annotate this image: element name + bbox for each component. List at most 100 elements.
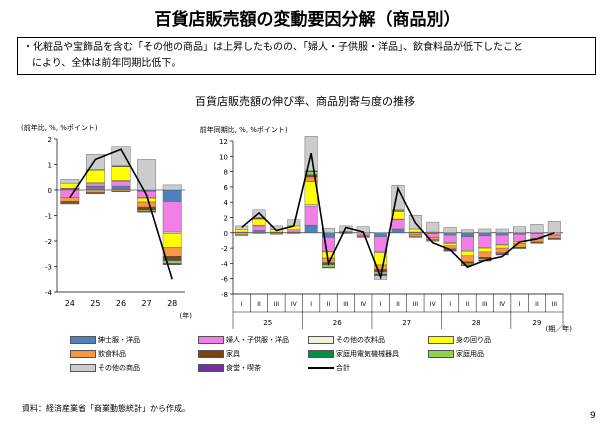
- legend-label: 家庭用電気機械器具: [336, 350, 399, 358]
- bar-segment: [287, 229, 301, 233]
- legend-label: 飲食料品: [98, 350, 126, 358]
- year-label: 28: [472, 319, 481, 327]
- bar-segment: [304, 205, 318, 226]
- bar-segment: [461, 236, 474, 251]
- legend-swatch: [70, 350, 96, 358]
- bar-segment: [426, 240, 440, 242]
- y-axis-unit-label: (前年比, %, %ポイント): [21, 123, 98, 132]
- x-tick-label: IV: [291, 301, 298, 308]
- bar-segment: [235, 229, 249, 233]
- bar-segment: [478, 232, 492, 237]
- x-tick-label: II: [257, 301, 261, 308]
- y-tick-label: -8: [221, 291, 228, 299]
- x-tick-label: I: [310, 301, 312, 308]
- source-note: 資料：経済産業省「商業動態統計」から作成。: [22, 404, 190, 413]
- x-tick-label: II: [396, 301, 400, 308]
- bar-segment: [60, 203, 80, 205]
- legend-swatch: [70, 336, 96, 344]
- legend-item: 家庭用電気機械器具: [308, 349, 399, 359]
- bar-segment: [461, 232, 474, 237]
- bar-segment: [137, 206, 157, 210]
- bar-segment: [408, 232, 422, 235]
- legend-swatch: [198, 336, 224, 344]
- bar-segment: [60, 179, 80, 184]
- legend-label: 家具: [226, 350, 240, 358]
- bar-segment: [495, 254, 509, 256]
- x-tick-label: IV: [430, 301, 437, 308]
- bar-segment: [269, 233, 283, 235]
- bar-segment: [162, 247, 182, 257]
- bar-segment: [287, 232, 301, 234]
- bar-segment: [252, 232, 266, 234]
- x-axis-unit-label: (期／年): [546, 324, 573, 333]
- bar-segment: [495, 234, 509, 245]
- year-label: 25: [263, 319, 272, 327]
- bar-segment: [85, 189, 105, 193]
- y-tick-label: 0: [48, 187, 52, 195]
- x-tick-label: 27: [142, 299, 152, 308]
- legend-swatch: [428, 350, 454, 358]
- x-tick-label: III: [482, 301, 488, 308]
- bar-segment: [162, 184, 182, 191]
- bar-segment: [339, 232, 353, 234]
- x-tick-label: 28: [167, 299, 177, 308]
- bar-segment: [461, 229, 474, 233]
- x-tick-label: III: [274, 301, 280, 308]
- bar-segment: [391, 219, 405, 230]
- bar-segment: [85, 193, 105, 195]
- page-number: 9: [590, 411, 596, 421]
- bar-segment: [322, 228, 335, 233]
- legend-item: その他の商品: [70, 363, 140, 373]
- y-tick-label: -1: [45, 213, 52, 221]
- x-axis-unit-label: (年): [180, 311, 193, 320]
- x-tick-label: 26: [116, 299, 126, 308]
- bar-segment: [162, 263, 182, 265]
- total-line: [241, 153, 555, 281]
- x-tick-label: III: [552, 301, 558, 308]
- bar-segment: [478, 228, 492, 233]
- legend-item: その他の衣料品: [308, 335, 385, 345]
- x-tick-label: II: [466, 301, 470, 308]
- bar-segment: [162, 233, 182, 248]
- bar-segment: [356, 236, 370, 238]
- x-tick-label: I: [519, 301, 521, 308]
- bar-segment: [322, 267, 335, 269]
- legend-line-swatch: [308, 367, 334, 369]
- x-tick-label: I: [241, 301, 243, 308]
- bar-segment: [408, 228, 422, 233]
- x-tick-label: III: [413, 301, 419, 308]
- legend-swatch: [428, 336, 454, 344]
- bar-segment: [111, 185, 131, 191]
- x-tick-label: II: [535, 301, 539, 308]
- summary-box: ・化粧品や宝飾品を含む「その他の商品」は上昇したものの、「婦人・子供服・洋品」、…: [17, 37, 596, 75]
- chart-title: 百貨店販売額の伸び率、商品別寄与度の推移: [195, 95, 415, 108]
- bar-segment: [443, 227, 457, 233]
- bar-segment: [461, 255, 474, 263]
- y-tick-label: 6: [224, 184, 229, 192]
- bar-segment: [478, 235, 492, 248]
- bar-segment: [162, 189, 182, 202]
- y-tick-label: -3: [45, 264, 52, 272]
- bar-segment: [374, 269, 388, 272]
- bar-segment: [547, 238, 561, 240]
- total-line: [69, 148, 173, 280]
- y-tick-label: -2: [45, 238, 52, 246]
- bar-segment: [137, 211, 157, 213]
- bar-segment: [513, 226, 527, 234]
- y-tick-label: 2: [48, 136, 52, 144]
- x-tick-label: 24: [65, 299, 75, 308]
- x-tick-label: I: [449, 301, 451, 308]
- bar-segment: [111, 191, 131, 192]
- bar-segment: [374, 236, 388, 253]
- x-tick-label: I: [380, 301, 382, 308]
- bar-segment: [547, 221, 561, 233]
- year-label: 26: [333, 319, 342, 327]
- legend-item: 婦人・子供服・洋品: [198, 335, 289, 345]
- bar-segment: [85, 183, 105, 187]
- bar-segment: [137, 159, 157, 191]
- legend-label: 身の回り品: [456, 336, 491, 344]
- bar-segment: [443, 243, 457, 247]
- bar-segment: [235, 225, 249, 230]
- y-tick-label: -4: [221, 260, 229, 268]
